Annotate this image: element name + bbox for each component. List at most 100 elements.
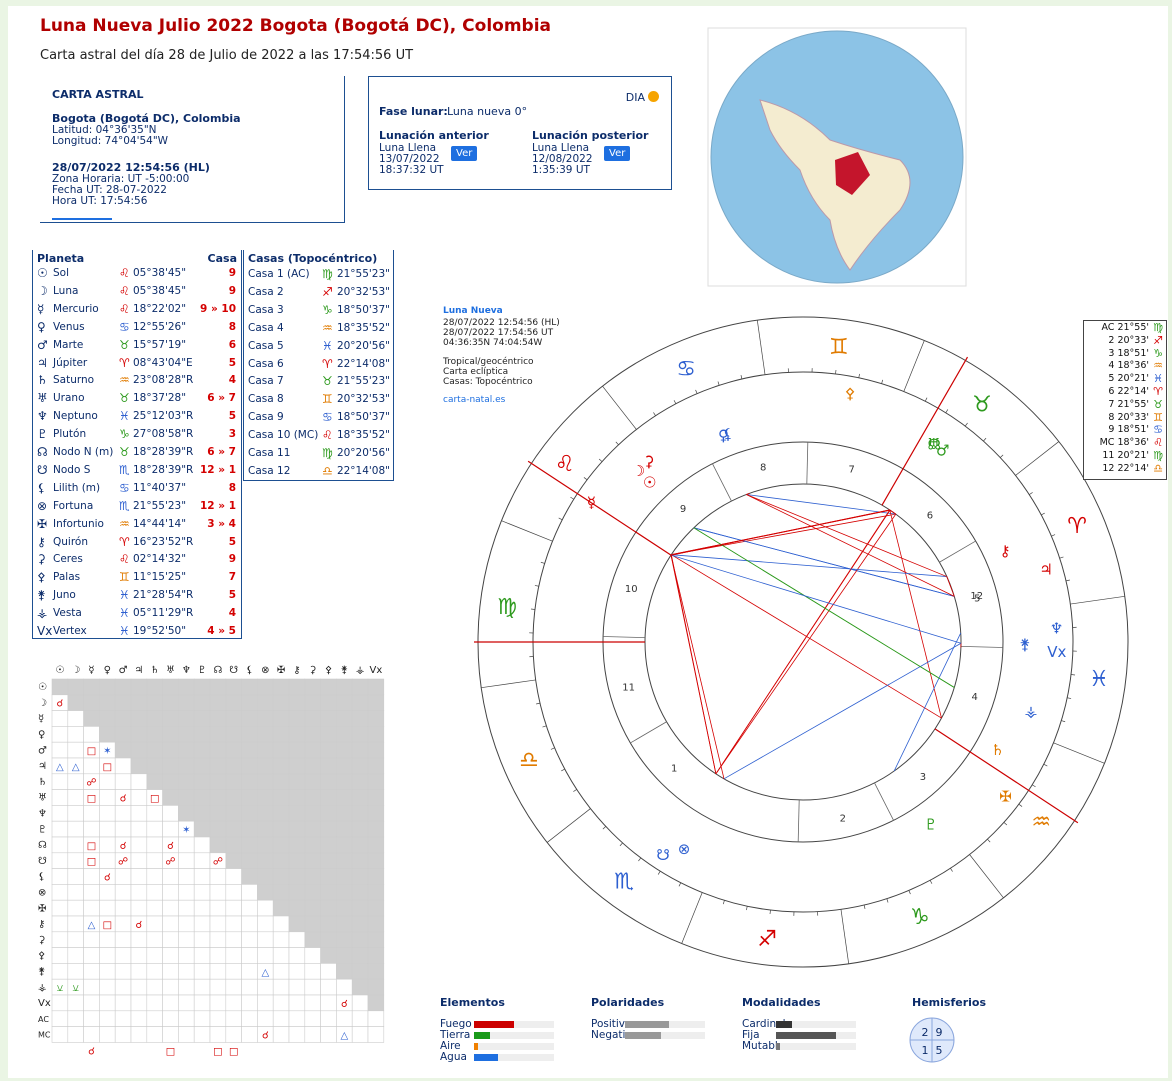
aspect-cell (194, 695, 210, 711)
aspect-cell (99, 805, 115, 821)
aspect-cell (178, 900, 194, 916)
degree-tick (1060, 557, 1064, 558)
aspect-cell (131, 900, 147, 916)
aspect-cell (242, 695, 258, 711)
aspect-cell (352, 853, 368, 869)
aspect-cell (242, 900, 258, 916)
planet-name: Lilith (m) (53, 482, 100, 494)
aspect-row-glyph: ⊗ (38, 887, 46, 898)
aspect-cell (368, 821, 384, 837)
summary-bar (776, 1032, 836, 1039)
aspect-cell (336, 963, 352, 979)
wheel-planet: ☊ (928, 435, 941, 453)
sign-glyph: ♌ (322, 428, 333, 442)
aspect-cell (163, 900, 179, 916)
aspect-symbol: ⚺ (57, 983, 64, 994)
planet-casa: 4 (229, 607, 236, 619)
aspect-cell (194, 711, 210, 727)
aspect-cell (289, 837, 305, 853)
aspect-symbol: ☍ (165, 857, 175, 868)
aspect-row-glyph: ♀ (38, 729, 45, 740)
aspect-cell (321, 742, 337, 758)
aspect-cell (178, 837, 194, 853)
planet-name: Luna (53, 285, 78, 297)
aspect-line (694, 528, 954, 597)
aspect-cell (305, 726, 321, 742)
aspect-cell (163, 790, 179, 806)
aspect-cell (68, 900, 84, 916)
aspect-cell (352, 932, 368, 948)
aspect-cell (194, 805, 210, 821)
aspect-row-glyph: ✠ (38, 903, 46, 914)
aspect-cell (289, 963, 305, 979)
zodiac-glyph: ♌ (555, 452, 575, 477)
aspect-cell (68, 932, 84, 948)
aspect-cell (163, 1011, 179, 1027)
aspect-row-label: AC (38, 1015, 49, 1024)
aspect-cell (99, 932, 115, 948)
aspect-cell (226, 726, 242, 742)
house-pos: 21°55'23" (337, 375, 390, 387)
aspect-cell (352, 742, 368, 758)
planet-casa: 6 » 7 (207, 392, 236, 404)
planet-casa: 6 (229, 339, 236, 351)
aspect-symbol: ☌ (262, 1030, 269, 1041)
planet-pos: 25°12'03"R (133, 410, 193, 422)
page: ☉☉☽☽☿☿♀♀♂♂♃♃♄♄♅♅♆♆♇♇☊☊☋☋⚸⚸⊗⊗✠✠⚷⚷⚳⚳⚴⚴⚵⚵⚶⚶… (0, 0, 1172, 1081)
house-name: Casa 1 (AC) (248, 268, 310, 280)
aspect-cell (210, 1027, 226, 1043)
aspect-cell (336, 837, 352, 853)
aspect-cell (226, 805, 242, 821)
degree-tick (930, 880, 932, 884)
planet-pos: 08°43'04"E (133, 357, 193, 369)
aspect-cell (147, 695, 163, 711)
planet-glyph: ♃ (37, 356, 48, 370)
info-link[interactable]: carta-natal.es (443, 395, 505, 405)
degree-tick (638, 858, 640, 861)
sign-glyph: ♈ (119, 535, 130, 549)
aspect-cell (289, 900, 305, 916)
aspect-cell (352, 726, 368, 742)
aspect-col-glyph: ✠ (277, 665, 285, 676)
aspect-line (671, 555, 724, 779)
aspect-cell (273, 837, 289, 853)
cusp-label: 8 20°33' (1108, 412, 1149, 423)
aspect-cell (99, 995, 115, 1011)
aspect-cell (368, 948, 384, 964)
degree-tick (1051, 535, 1055, 537)
aspect-cell (68, 837, 84, 853)
cusp-label: 3 18°51' (1108, 348, 1149, 359)
wheel-planet: ♄ (991, 741, 1004, 759)
aspect-cell (273, 995, 289, 1011)
aspect-row-glyph: ♇ (38, 824, 47, 835)
planet-glyph: ⚷ (37, 535, 46, 549)
degree-tick (584, 477, 587, 479)
planet-casa: 9 (229, 267, 236, 279)
ver-button[interactable]: Ver (604, 146, 630, 161)
aspect-cell (163, 774, 179, 790)
aspect-cell (368, 900, 384, 916)
th: Casas (Topocéntrico) (248, 252, 377, 265)
aspect-cell (131, 884, 147, 900)
aspect-symbol: ☍ (213, 857, 223, 868)
aspect-cell (68, 948, 84, 964)
house-number: 12 (970, 591, 983, 602)
aspect-cell (84, 805, 100, 821)
zodiac-glyph: ♏ (614, 869, 634, 894)
aspect-cell (321, 995, 337, 1011)
aspect-cell (226, 995, 242, 1011)
sign-glyph: ♒ (119, 517, 130, 531)
aspect-cell (52, 963, 68, 979)
planet-glyph: ✠ (37, 517, 47, 531)
aspect-cell (147, 1027, 163, 1043)
aspect-cell (352, 1027, 368, 1043)
degree-tick (501, 521, 552, 542)
aspect-cell (147, 963, 163, 979)
aspect-col-glyph: ⊗ (261, 665, 269, 676)
aspect-cell (115, 916, 131, 932)
summary-title: Elementos (440, 996, 505, 1009)
aspect-cell (336, 821, 352, 837)
house-name: Casa 7 (248, 375, 284, 387)
aspect-cell (368, 695, 384, 711)
ver-button[interactable]: Ver (451, 146, 477, 161)
